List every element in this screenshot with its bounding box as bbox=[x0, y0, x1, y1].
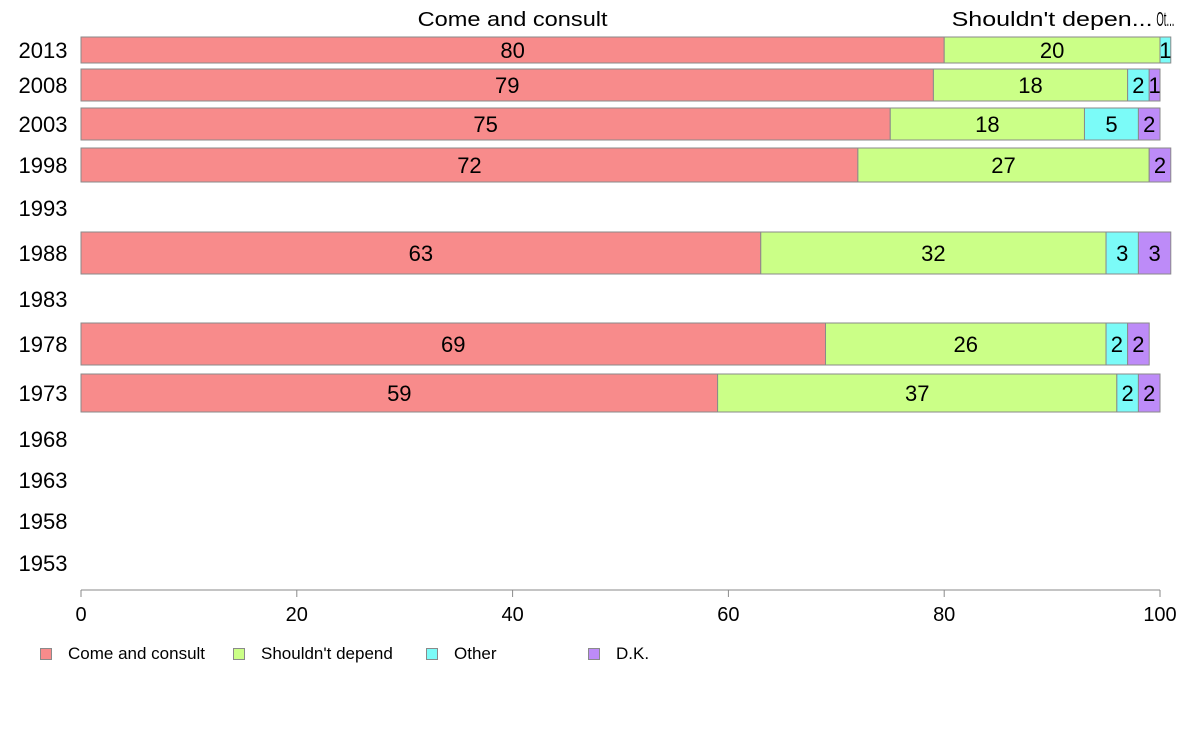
bars: 80 20 179 18 2 175 18 5 272 27 263 32 3 369 26 2 259 37 2 2 bbox=[80, 36, 1172, 413]
x-tick-label-100: 100 bbox=[1143, 604, 1176, 626]
year-label-1998: 1998 bbox=[19, 153, 68, 178]
bar-1988-shouldn-t-depend bbox=[760, 231, 1107, 275]
data-label-1973-shouldn-t-depend: 37 bbox=[905, 381, 929, 406]
bar-2013-come-and-consult bbox=[80, 36, 945, 64]
legend-label-other: Other bbox=[454, 644, 497, 663]
top-labels: Come and consult Shouldn't depen... Ot... bbox=[418, 9, 1175, 31]
bar-1978-shouldn-t-depend bbox=[825, 322, 1107, 366]
data-label-2003-shouldn-t-depend: 18 bbox=[975, 112, 999, 137]
year-label-1988: 1988 bbox=[19, 241, 68, 266]
legend-swatch-shouldn-t-depend bbox=[233, 648, 245, 660]
bar-2003-shouldn-t-depend bbox=[889, 107, 1085, 141]
x-tick-label-60: 60 bbox=[717, 604, 739, 626]
bar-2003-d-k bbox=[1137, 107, 1161, 141]
year-label-1958: 1958 bbox=[19, 509, 68, 534]
data-label-2003-come-and-consult: 75 bbox=[473, 112, 497, 137]
bar-2013-shouldn-t-depend bbox=[943, 36, 1161, 64]
year-label-1953: 1953 bbox=[19, 551, 68, 576]
data-label-2013-come-and-consult: 80 bbox=[500, 38, 524, 63]
x-tick-label-0: 0 bbox=[75, 604, 86, 626]
legend-label-come-and-consult: Come and consult bbox=[68, 644, 206, 663]
bar-1973-come-and-consult bbox=[80, 373, 719, 413]
bar-1978-come-and-consult bbox=[80, 322, 827, 366]
data-label-2008-d-k: 1 bbox=[1148, 73, 1160, 98]
data-label-1988-shouldn-t-depend: 32 bbox=[921, 241, 945, 266]
data-label-1978-other: 2 bbox=[1111, 332, 1123, 357]
top-label-other: Ot... bbox=[1156, 9, 1174, 31]
year-label-2003: 2003 bbox=[19, 112, 68, 137]
data-label-1998-come-and-consult: 72 bbox=[457, 153, 481, 178]
legend-swatch-d-k bbox=[588, 648, 600, 660]
year-label-1968: 1968 bbox=[19, 427, 68, 452]
x-axis: 0 20 40 60 80 100 bbox=[75, 589, 1177, 626]
legend-label-shouldn-t-depend: Shouldn't depend bbox=[261, 644, 393, 663]
data-label-1998-d-k: 2 bbox=[1154, 153, 1166, 178]
legend: Come and consult Shouldn't depend Other D.K… bbox=[40, 642, 708, 666]
data-label-1978-d-k: 2 bbox=[1132, 332, 1144, 357]
legend-item-shouldn-t-depend: Shouldn't depend bbox=[233, 644, 426, 664]
bar-1973-shouldn-t-depend bbox=[717, 373, 1118, 413]
year-label-1963: 1963 bbox=[19, 468, 68, 493]
year-label-1973: 1973 bbox=[19, 381, 68, 406]
data-label-2008-shouldn-t-depend: 18 bbox=[1018, 73, 1042, 98]
data-label-2013-shouldn-t-depend: 20 bbox=[1040, 38, 1064, 63]
bar-1978-d-k bbox=[1127, 322, 1150, 366]
bar-1998-come-and-consult bbox=[80, 147, 859, 183]
legend-label-d-k: D.K. bbox=[616, 644, 650, 663]
top-label-come-and-consult: Come and consult bbox=[418, 9, 609, 31]
legend-item-other: Other bbox=[426, 644, 588, 664]
data-label-1988-come-and-consult: 63 bbox=[409, 241, 433, 266]
bar-2008-d-k bbox=[1148, 68, 1161, 102]
data-label-2003-d-k: 2 bbox=[1143, 112, 1155, 137]
year-label-1993: 1993 bbox=[19, 196, 68, 221]
bar-1988-come-and-consult bbox=[80, 231, 762, 275]
bar-1988-d-k bbox=[1137, 231, 1172, 275]
data-label-2008-other: 2 bbox=[1132, 73, 1144, 98]
bar-2013-other bbox=[1159, 36, 1172, 64]
data-label-1998-shouldn-t-depend: 27 bbox=[991, 153, 1015, 178]
data-label-2008-come-and-consult: 79 bbox=[495, 73, 519, 98]
legend-item-come-and-consult: Come and consult bbox=[40, 644, 233, 664]
legend-item-d-k: D.K. bbox=[588, 644, 708, 664]
bar-1998-d-k bbox=[1148, 147, 1172, 183]
legend-swatch-other bbox=[426, 648, 438, 660]
year-label-2008: 2008 bbox=[19, 73, 68, 98]
data-label-1973-d-k: 2 bbox=[1143, 381, 1155, 406]
data-label-1978-come-and-consult: 69 bbox=[441, 332, 465, 357]
year-label-1983: 1983 bbox=[19, 287, 68, 312]
y-axis-labels: 2013 2008 2003 1998 1993 1988 1983 1978 1973 1968… bbox=[19, 38, 68, 576]
top-label-shouldn-t-depend: Shouldn't depen... bbox=[952, 9, 1153, 31]
data-label-2013-other: 1 bbox=[1159, 38, 1171, 63]
data-label-2003-other: 5 bbox=[1105, 112, 1117, 137]
bar-2003-come-and-consult bbox=[80, 107, 891, 141]
data-label-1978-shouldn-t-depend: 26 bbox=[954, 332, 978, 357]
data-label-1973-other: 2 bbox=[1122, 381, 1134, 406]
x-tick-label-40: 40 bbox=[501, 604, 523, 626]
year-label-1978: 1978 bbox=[19, 332, 68, 357]
legend-swatch-come-and-consult bbox=[40, 648, 52, 660]
data-label-1988-d-k: 3 bbox=[1148, 241, 1160, 266]
bar-1988-other bbox=[1105, 231, 1139, 275]
data-label-1988-other: 3 bbox=[1116, 241, 1128, 266]
x-tick-label-80: 80 bbox=[933, 604, 955, 626]
bar-1973-d-k bbox=[1137, 373, 1161, 413]
data-label-1973-come-and-consult: 59 bbox=[387, 381, 411, 406]
year-label-2013: 2013 bbox=[19, 38, 68, 63]
bar-2003-other bbox=[1083, 107, 1139, 141]
x-tick-label-20: 20 bbox=[286, 604, 308, 626]
